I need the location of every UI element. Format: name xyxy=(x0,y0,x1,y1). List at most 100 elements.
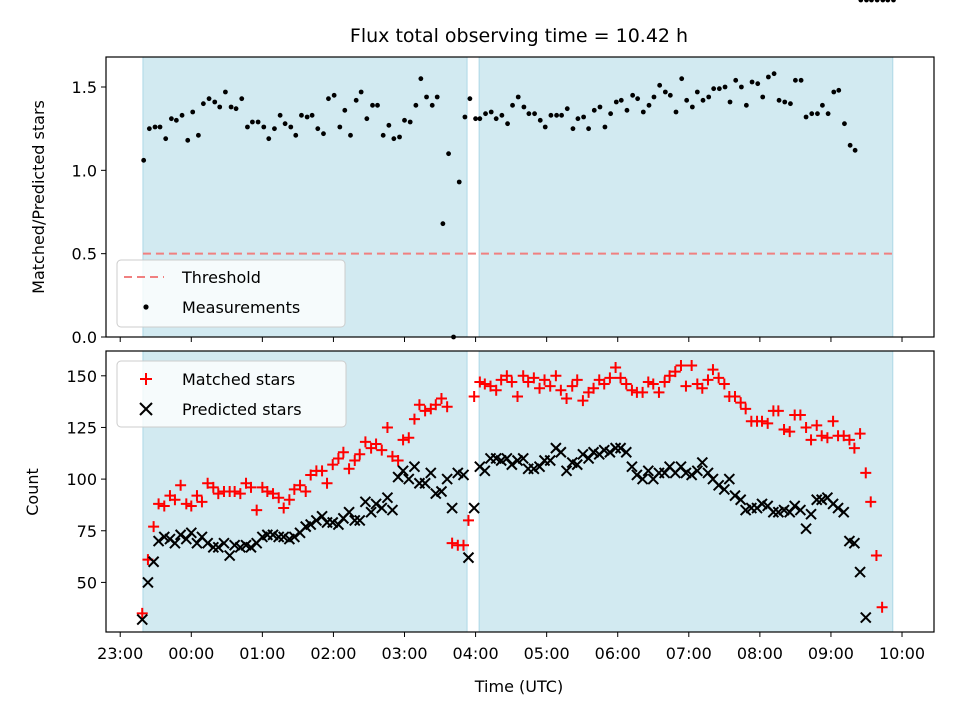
measurement-point xyxy=(195,132,201,138)
predicted-star-point xyxy=(805,508,817,520)
matched-star-point xyxy=(876,601,888,613)
count-y-tick-label: 100 xyxy=(66,470,97,489)
measurement-point xyxy=(342,107,348,113)
matched-star-point xyxy=(659,376,671,388)
predicted-star-point xyxy=(560,465,573,477)
matched-star-point xyxy=(854,428,866,440)
measurement-point xyxy=(212,99,218,105)
measurement-point xyxy=(803,114,809,120)
measurement-point xyxy=(380,132,386,138)
measurement-point xyxy=(418,76,424,82)
predicted-star-point xyxy=(860,611,872,624)
predicted-star-point xyxy=(479,465,491,477)
measurement-point xyxy=(793,77,798,83)
matched-star-point xyxy=(686,359,698,371)
matched-star-point xyxy=(419,405,431,417)
matched-star-point xyxy=(528,372,540,384)
matched-star-point xyxy=(153,498,165,510)
predicted-star-point xyxy=(767,506,780,518)
measurement-point xyxy=(315,126,321,132)
matched-star-point xyxy=(680,380,692,392)
predicted-star-point xyxy=(457,469,470,481)
matched-star-point xyxy=(370,438,382,450)
predicted-star-point xyxy=(304,518,317,531)
matched-star-point xyxy=(675,359,687,371)
observing-span xyxy=(478,350,894,633)
measurement-point xyxy=(869,0,874,3)
measurement-point xyxy=(559,112,564,118)
measurement-point xyxy=(493,116,499,122)
measurement-point xyxy=(798,77,804,83)
measurement-point xyxy=(397,134,402,140)
matched-star-point xyxy=(800,421,812,433)
predicted-star-point xyxy=(712,479,725,492)
measurement-point xyxy=(255,119,261,125)
matched-star-point xyxy=(175,479,187,491)
matched-star-point xyxy=(577,395,589,407)
chart-title: Flux total observing time = 10.42 h xyxy=(350,25,688,47)
measurement-point xyxy=(321,131,326,137)
measurement-point xyxy=(424,94,429,100)
matched-star-point xyxy=(772,405,784,417)
measurement-point xyxy=(782,99,788,105)
matched-star-point xyxy=(495,374,507,386)
measurement-point xyxy=(820,102,825,108)
predicted-star-point xyxy=(223,549,236,562)
matched-star-point xyxy=(642,376,654,388)
measurement-point xyxy=(358,89,364,95)
x-tick-label: 10:00 xyxy=(879,644,925,663)
matched-star-point xyxy=(561,393,573,405)
predicted-star-point xyxy=(794,504,807,516)
predicted-star-point xyxy=(636,473,649,485)
matched-star-point xyxy=(332,452,344,464)
matched-star-point xyxy=(196,496,208,508)
matched-star-point xyxy=(848,442,860,454)
measurement-point xyxy=(288,124,294,130)
measurement-point xyxy=(646,102,652,108)
measurement-point xyxy=(624,107,630,113)
measurement-point xyxy=(743,102,749,108)
matched-star-point xyxy=(534,382,546,394)
predicted-star-point xyxy=(832,502,844,514)
x-tick-label: 05:00 xyxy=(524,644,570,663)
predicted-star-point xyxy=(370,498,382,510)
predicted-star-point xyxy=(397,465,409,477)
measurement-point xyxy=(651,94,657,100)
matched-star-point xyxy=(207,481,219,493)
matched-star-point xyxy=(441,401,453,413)
matched-star-point xyxy=(457,539,469,551)
measurement-point xyxy=(515,94,521,100)
measurement-point xyxy=(510,102,515,108)
matched-star-point xyxy=(870,550,882,562)
count-y-tick-label: 125 xyxy=(66,418,97,437)
predicted-star-point xyxy=(691,465,704,477)
matched-star-point xyxy=(479,378,491,390)
count-panel: 50 75 100 125 150 23:00 00:00 01:00 02:00 03:00 0… xyxy=(23,350,935,696)
ratio-y-tick-label: 1.0 xyxy=(72,161,97,180)
matched-star-point xyxy=(735,397,747,409)
measurement-point xyxy=(548,112,554,118)
matched-star-point xyxy=(598,378,610,390)
measurement-point xyxy=(613,99,619,105)
measurement-point xyxy=(375,102,380,108)
measurement-point xyxy=(602,124,608,130)
matched-star-point xyxy=(702,374,714,386)
measurement-point xyxy=(462,114,468,120)
x-tick-label: 02:00 xyxy=(310,644,356,663)
matched-star-point xyxy=(811,419,823,431)
predicted-star-point xyxy=(446,502,458,514)
legend-predicted-swatch xyxy=(139,402,153,416)
measurement-point xyxy=(391,136,397,142)
measurement-point xyxy=(891,0,896,3)
measurement-point xyxy=(542,124,548,130)
measurement-point xyxy=(272,126,277,132)
measurement-point xyxy=(179,112,185,118)
matched-star-point xyxy=(446,537,458,549)
matched-star-point xyxy=(756,415,768,427)
measurement-point xyxy=(348,132,353,138)
measurement-point xyxy=(521,104,527,110)
matched-star-point xyxy=(327,459,339,471)
matched-star-point xyxy=(838,430,850,442)
matched-star-point xyxy=(604,372,616,384)
predicted-star-point xyxy=(343,506,355,518)
